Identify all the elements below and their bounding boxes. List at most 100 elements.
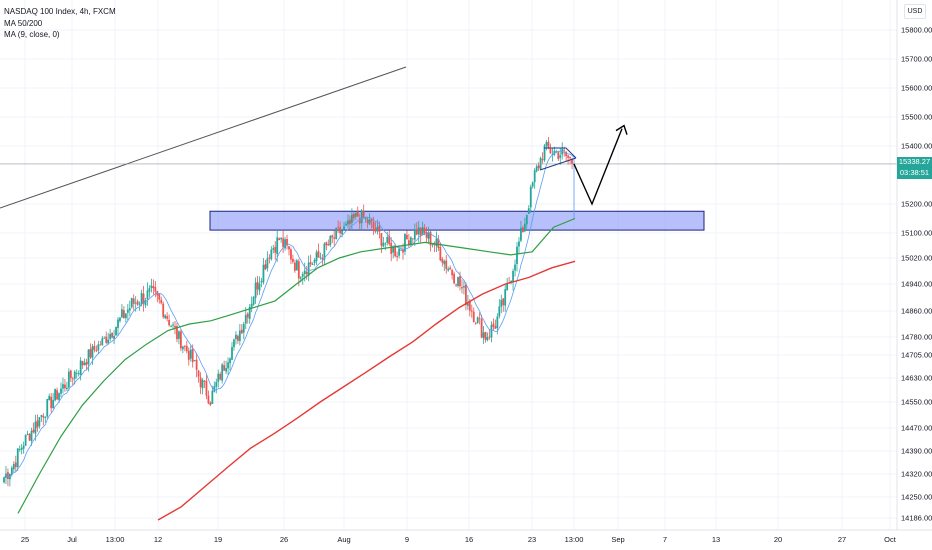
candle-body	[331, 235, 334, 238]
candle-body	[60, 388, 62, 394]
candle-body	[207, 395, 210, 404]
candle-body	[20, 447, 23, 450]
candle-body	[121, 309, 123, 318]
symbol-title[interactable]: NASDAQ 100 Index, 4h, FXCM	[4, 7, 116, 16]
price-tick-label: 15200.00	[901, 200, 932, 209]
candle-body	[567, 155, 570, 158]
candle-body	[215, 381, 218, 387]
time-tick-label: Aug	[337, 535, 350, 544]
candle-body	[565, 151, 568, 157]
candle-body	[148, 288, 151, 292]
candle-body	[358, 217, 361, 224]
candle-body	[128, 308, 131, 311]
candle-body	[549, 148, 552, 154]
candle-body	[415, 229, 418, 235]
candle-body	[270, 249, 273, 260]
candle-body	[119, 317, 121, 322]
candle-body	[221, 364, 224, 381]
candle-body	[87, 349, 90, 365]
candle-body	[364, 217, 367, 220]
ma-50-200-label[interactable]: MA 50/200	[4, 18, 43, 28]
candle-body	[219, 374, 222, 380]
candle-body	[563, 150, 566, 152]
projection-path	[573, 128, 623, 206]
candle-body	[299, 277, 302, 279]
candle-body	[498, 306, 501, 317]
price-tick-label: 14860.00	[901, 307, 932, 316]
candle-body	[321, 257, 324, 260]
candle-body	[101, 338, 104, 346]
candle-body	[474, 323, 477, 325]
candle-body	[541, 159, 544, 161]
candle-body	[427, 232, 430, 239]
candle-body	[168, 320, 171, 326]
ma-9-label[interactable]: MA (9, close, 0)	[4, 30, 60, 39]
candle-body	[380, 233, 383, 246]
candle-body	[443, 260, 446, 265]
candle-body	[531, 182, 534, 187]
candle-body	[417, 227, 420, 235]
trendline[interactable]	[0, 66, 407, 209]
candle-body	[400, 249, 402, 251]
currency-label[interactable]: USD	[904, 4, 926, 19]
candle-body	[345, 223, 347, 226]
price-tick-label: 14470.00	[901, 424, 932, 433]
time-tick-label: Jul	[67, 535, 77, 544]
candle-body	[535, 166, 538, 172]
candle-body	[179, 331, 182, 349]
price-tick-label: 14940.00	[901, 280, 932, 289]
candle-body	[463, 286, 465, 288]
time-tick-label: 20	[774, 535, 782, 544]
time-axis[interactable]: 25 Jul 13:00 12 19 26 Aug 9 16 23 13:00 Sep 7 13 20 27 O…	[21, 535, 897, 544]
candle-body	[423, 227, 426, 234]
candle-body	[280, 237, 283, 240]
candle-body	[293, 262, 296, 271]
candle-body	[419, 227, 422, 236]
candle-body	[126, 309, 129, 313]
ma-200-line	[157, 260, 576, 521]
candle-body	[154, 287, 157, 292]
price-axis[interactable]: 15800.00 15700.00 15600.00 15500.00 15400.00…	[901, 26, 932, 523]
candle-body	[42, 415, 45, 418]
candle-body	[453, 273, 456, 284]
projection-arrowhead	[615, 124, 628, 135]
candle-body	[466, 303, 469, 306]
candle-body	[449, 267, 452, 270]
candle-body	[435, 238, 438, 246]
candle-body	[480, 319, 483, 338]
candle-body	[451, 270, 454, 276]
candle-body	[223, 365, 226, 371]
candle-body	[235, 334, 237, 340]
candle-body	[227, 362, 229, 369]
candle-body	[256, 281, 259, 290]
candle-body	[199, 377, 202, 388]
candle-body	[99, 344, 102, 346]
candle-body	[236, 335, 239, 341]
candle-body	[447, 268, 450, 271]
price-tick-label: 14250.00	[901, 493, 932, 502]
candle-body	[372, 221, 375, 229]
candle-body	[392, 246, 395, 253]
candle-body	[311, 264, 314, 265]
candle-body	[93, 345, 96, 350]
candle-body	[500, 299, 503, 307]
candle-body	[107, 339, 110, 344]
candle-body	[266, 258, 269, 269]
resistance-zone[interactable]	[209, 210, 705, 231]
candle-body	[26, 434, 29, 436]
candle-body	[569, 156, 571, 159]
candle-body	[40, 415, 43, 417]
candle-body	[337, 226, 340, 228]
candle-body	[95, 350, 98, 352]
candle-body	[240, 329, 243, 334]
wedge-pattern	[539, 147, 577, 171]
chart-legend: NASDAQ 100 Index, 4h, FXCM MA 50/200 MA …	[4, 6, 116, 41]
candle-body	[132, 298, 135, 304]
price-tick-label: 15800.00	[901, 26, 932, 35]
candle-body	[152, 286, 155, 289]
candle-body	[181, 346, 184, 350]
projection-arrow[interactable]	[573, 124, 628, 206]
candle-body	[476, 317, 479, 323]
candle-body	[559, 155, 562, 158]
